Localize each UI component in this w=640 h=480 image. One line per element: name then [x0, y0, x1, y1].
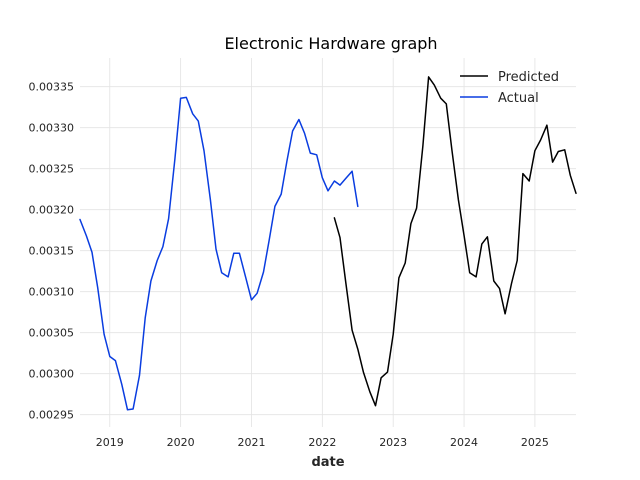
x-axis-ticks: 2019 2020 2021 2022 2023 2024 2025 — [96, 436, 549, 449]
y-tick-label: 0.00330 — [29, 122, 75, 135]
chart-title: Electronic Hardware graph — [224, 34, 437, 53]
x-tick-label: 2020 — [167, 436, 195, 449]
legend-label-actual: Actual — [498, 91, 539, 106]
y-tick-label: 0.00315 — [29, 245, 75, 258]
x-axis-label: date — [311, 455, 344, 470]
y-tick-label: 0.00300 — [29, 368, 75, 381]
x-tick-label: 2025 — [521, 436, 549, 449]
x-tick-label: 2021 — [237, 436, 265, 449]
y-tick-label: 0.00305 — [29, 327, 75, 340]
y-tick-label: 0.00335 — [29, 81, 75, 94]
x-tick-label: 2019 — [96, 436, 124, 449]
series-line-predicted — [333, 76, 577, 407]
grid — [80, 58, 576, 427]
series-line-actual — [79, 96, 359, 411]
y-axis-ticks: 0.00295 0.00300 0.00305 0.00310 0.00315 0.003… — [29, 81, 75, 422]
legend-label-predicted: Predicted — [498, 70, 559, 85]
y-tick-label: 0.00320 — [29, 204, 75, 217]
y-tick-label: 0.00325 — [29, 163, 75, 176]
x-tick-label: 2024 — [450, 436, 478, 449]
y-tick-label: 0.00310 — [29, 286, 75, 299]
legend: Predicted Actual — [460, 70, 559, 106]
x-tick-label: 2022 — [308, 436, 336, 449]
series-layer — [79, 76, 577, 411]
x-tick-label: 2023 — [379, 436, 407, 449]
y-tick-label: 0.00295 — [29, 409, 75, 422]
